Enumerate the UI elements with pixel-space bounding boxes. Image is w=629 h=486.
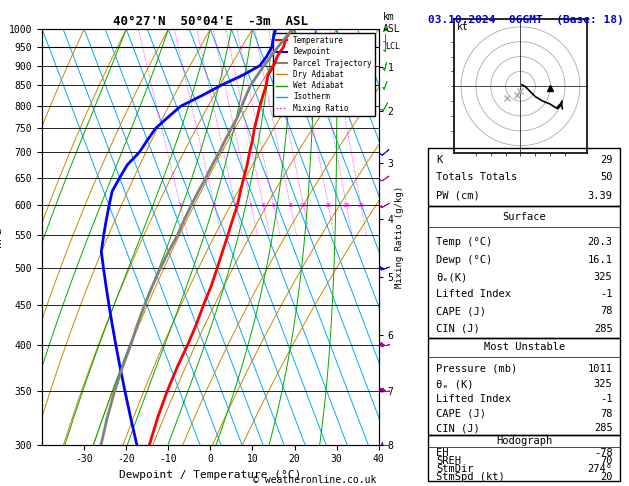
Text: kt: kt: [457, 22, 469, 33]
Text: 20: 20: [600, 472, 613, 482]
Text: Lifted Index: Lifted Index: [436, 289, 511, 299]
Text: Most Unstable: Most Unstable: [484, 343, 565, 352]
Legend: Temperature, Dewpoint, Parcel Trajectory, Dry Adiabat, Wet Adiabat, Isotherm, Mi: Temperature, Dewpoint, Parcel Trajectory…: [272, 33, 375, 116]
Text: CIN (J): CIN (J): [436, 423, 480, 433]
Text: 78: 78: [600, 409, 613, 418]
Text: ASL: ASL: [382, 24, 400, 34]
Text: SREH: SREH: [436, 456, 461, 466]
Text: 78: 78: [600, 307, 613, 316]
Text: StmDir: StmDir: [436, 464, 474, 474]
Text: Hodograph: Hodograph: [496, 435, 552, 446]
Text: CAPE (J): CAPE (J): [436, 307, 486, 316]
Text: 325: 325: [594, 272, 613, 282]
Text: CAPE (J): CAPE (J): [436, 409, 486, 418]
Text: -1: -1: [600, 394, 613, 404]
Text: CIN (J): CIN (J): [436, 324, 480, 333]
Text: Lifted Index: Lifted Index: [436, 394, 511, 404]
Text: 6: 6: [272, 203, 276, 208]
Text: Temp (°C): Temp (°C): [436, 237, 493, 246]
Text: © weatheronline.co.uk: © weatheronline.co.uk: [253, 474, 376, 485]
Text: -1: -1: [600, 289, 613, 299]
Text: 29: 29: [600, 155, 613, 165]
Text: Surface: Surface: [503, 211, 546, 222]
Text: 5: 5: [262, 203, 265, 208]
Text: 10: 10: [300, 203, 307, 208]
Text: 20: 20: [343, 203, 350, 208]
Text: 1011: 1011: [587, 364, 613, 374]
Text: -78: -78: [594, 449, 613, 458]
Text: Totals Totals: Totals Totals: [436, 172, 517, 182]
Title: 40°27'N  50°04'E  -3m  ASL: 40°27'N 50°04'E -3m ASL: [113, 15, 308, 28]
Text: 3: 3: [233, 203, 237, 208]
Y-axis label: Mixing Ratio (g/kg): Mixing Ratio (g/kg): [395, 186, 404, 288]
Text: PW (cm): PW (cm): [436, 191, 480, 201]
Text: LCL: LCL: [385, 42, 400, 52]
Text: 2: 2: [213, 203, 216, 208]
Text: Dewp (°C): Dewp (°C): [436, 255, 493, 265]
Text: 3.39: 3.39: [587, 191, 613, 201]
Y-axis label: hPa: hPa: [0, 227, 3, 247]
Text: 285: 285: [594, 423, 613, 433]
Text: 03.10.2024  06GMT  (Base: 18): 03.10.2024 06GMT (Base: 18): [428, 15, 624, 25]
Text: 285: 285: [594, 324, 613, 333]
Text: 70: 70: [600, 456, 613, 466]
Text: K: K: [436, 155, 442, 165]
X-axis label: Dewpoint / Temperature (°C): Dewpoint / Temperature (°C): [120, 470, 301, 480]
Text: 25: 25: [357, 203, 365, 208]
Text: Pressure (mb): Pressure (mb): [436, 364, 517, 374]
Text: 20.3: 20.3: [587, 237, 613, 246]
Text: θₑ(K): θₑ(K): [436, 272, 467, 282]
Text: 1: 1: [179, 203, 182, 208]
Text: EH: EH: [436, 449, 448, 458]
Text: 50: 50: [600, 172, 613, 182]
Text: StmSpd (kt): StmSpd (kt): [436, 472, 505, 482]
Text: θₑ (K): θₑ (K): [436, 380, 474, 389]
Text: 4: 4: [249, 203, 253, 208]
Text: km: km: [382, 12, 394, 22]
Text: 325: 325: [594, 380, 613, 389]
Text: 16.1: 16.1: [587, 255, 613, 265]
Text: 8: 8: [288, 203, 292, 208]
Text: 15: 15: [325, 203, 332, 208]
Text: 274°: 274°: [587, 464, 613, 474]
